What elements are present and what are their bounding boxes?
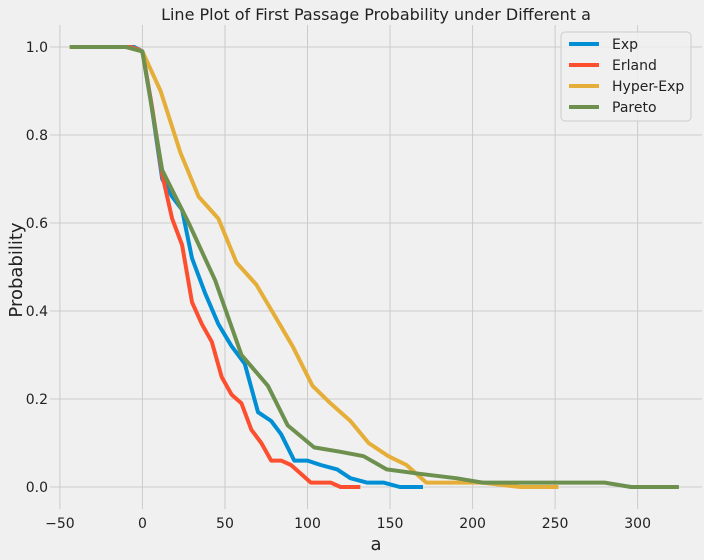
x-axis-label: a bbox=[370, 534, 381, 555]
x-tick-label: 0 bbox=[138, 516, 147, 532]
y-tick-label: 1.0 bbox=[26, 40, 48, 56]
x-tick-label: 300 bbox=[624, 516, 651, 532]
y-tick-label: 0.0 bbox=[26, 480, 48, 496]
x-axis-ticks: −50 0 50 100 150 200 250 300 bbox=[45, 516, 651, 532]
x-tick-label: 100 bbox=[294, 516, 321, 532]
x-tick-label: 150 bbox=[377, 516, 404, 532]
series-line-pareto bbox=[69, 45, 679, 489]
legend-label: Exp bbox=[612, 37, 638, 53]
x-tick-label: 200 bbox=[459, 516, 486, 532]
x-tick-label: 50 bbox=[216, 516, 234, 532]
legend-box bbox=[560, 31, 692, 122]
y-tick-label: 0.6 bbox=[26, 216, 48, 232]
legend-label: Hyper-Exp bbox=[612, 79, 684, 95]
y-tick-label: 0.2 bbox=[26, 392, 48, 408]
y-axis-ticks: 0.0 0.2 0.4 0.6 0.8 1.0 bbox=[26, 40, 48, 496]
y-tick-label: 0.4 bbox=[26, 304, 48, 320]
chart-title: Line Plot of First Passage Probability u… bbox=[161, 5, 591, 24]
series-lines bbox=[69, 45, 679, 489]
y-axis-label: Probability bbox=[6, 222, 27, 317]
legend-label: Erland bbox=[612, 58, 657, 74]
x-tick-label: −50 bbox=[45, 516, 75, 532]
y-tick-label: 0.8 bbox=[26, 128, 48, 144]
legend-label: Pareto bbox=[612, 100, 657, 116]
legend: Exp Erland Hyper-Exp Pareto bbox=[560, 31, 692, 122]
x-tick-label: 250 bbox=[542, 516, 569, 532]
